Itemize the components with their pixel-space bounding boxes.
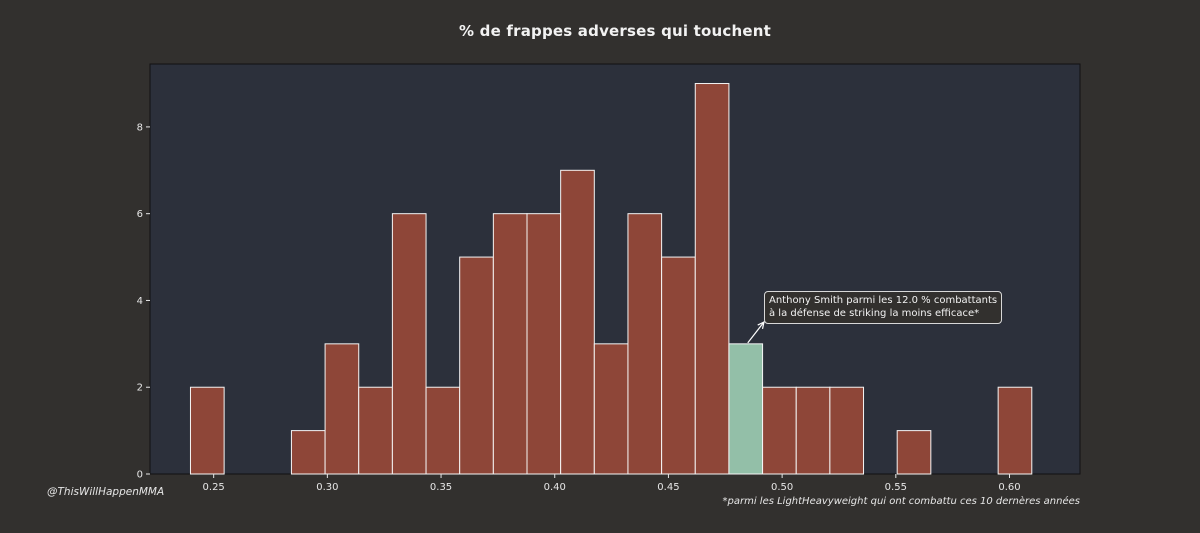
histogram-bar bbox=[661, 256, 696, 475]
y-tick-label: 8 bbox=[137, 122, 143, 133]
histogram-bar bbox=[627, 213, 663, 475]
histogram-bar bbox=[560, 169, 595, 475]
x-tick-label: 0.40 bbox=[544, 482, 566, 493]
histogram-bar bbox=[694, 83, 730, 475]
histogram-bar bbox=[526, 213, 562, 475]
annotation-line-2: à la défense de striking la moins effica… bbox=[769, 307, 980, 319]
histogram-bar bbox=[997, 386, 1033, 475]
x-tick-label: 0.25 bbox=[203, 482, 225, 493]
y-tick-label: 0 bbox=[137, 470, 143, 481]
x-tick-label: 0.35 bbox=[430, 482, 452, 493]
y-tick-label: 2 bbox=[137, 383, 143, 394]
histogram-bar bbox=[391, 213, 427, 475]
histogram-bar bbox=[324, 343, 360, 475]
histogram-bar bbox=[795, 386, 831, 475]
x-tick-label: 0.60 bbox=[998, 482, 1020, 493]
histogram-bar bbox=[459, 256, 494, 475]
bars-group bbox=[189, 83, 1033, 475]
histogram-bar bbox=[593, 343, 629, 475]
histogram-bar bbox=[492, 213, 528, 475]
histogram-bar bbox=[290, 430, 326, 475]
annotation-arrow-line bbox=[747, 321, 765, 344]
chart-title: % de frappes adverses qui touchent bbox=[458, 22, 771, 40]
histogram-bar bbox=[425, 386, 461, 475]
footnote: *parmi les LightHeavyweight qui ont comb… bbox=[722, 496, 1081, 507]
annotation-box: Anthony Smith parmi les 12.0 % combattan… bbox=[764, 291, 1003, 324]
y-tick-label: 4 bbox=[137, 296, 143, 307]
watermark: @ThisWillHappenMMA bbox=[47, 486, 165, 498]
annotation-line-1: Anthony Smith parmi les 12.0 % combattan… bbox=[769, 295, 998, 306]
histogram-bar bbox=[358, 386, 393, 475]
y-tick-label: 6 bbox=[137, 209, 143, 220]
axes-group: 0.25 0.30 0.35 0.40 0.45 0.50 0.55 0.60 0 2 4 6 8 bbox=[137, 122, 1021, 493]
histogram-bar bbox=[189, 386, 225, 475]
x-tick-label: 0.55 bbox=[885, 482, 907, 493]
histogram-bar bbox=[829, 386, 865, 475]
x-tick-label: 0.50 bbox=[771, 482, 793, 493]
x-tick-label: 0.30 bbox=[316, 482, 338, 493]
histogram-bar-highlight bbox=[728, 343, 764, 475]
histogram-bar bbox=[762, 386, 797, 475]
x-tick-label: 0.45 bbox=[657, 482, 679, 493]
histogram-bar bbox=[896, 430, 932, 475]
